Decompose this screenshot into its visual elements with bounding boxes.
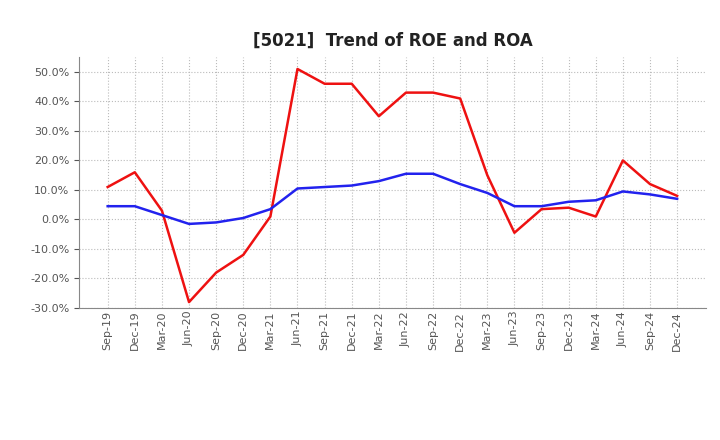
ROA [185, 221, 194, 227]
ROE [591, 214, 600, 219]
ROE [510, 230, 518, 235]
ROE [428, 90, 437, 95]
ROE [646, 181, 654, 187]
ROA [646, 192, 654, 197]
ROE [564, 205, 573, 210]
ROE [320, 81, 329, 86]
ROA [456, 181, 464, 187]
ROE [537, 206, 546, 212]
Line: ROE: ROE [108, 69, 677, 302]
ROA [158, 213, 166, 218]
ROA [537, 204, 546, 209]
ROE [618, 158, 627, 163]
ROA [266, 206, 275, 212]
ROE [293, 66, 302, 72]
ROA [212, 220, 220, 225]
ROA [320, 184, 329, 190]
ROA [104, 204, 112, 209]
ROE [104, 184, 112, 190]
ROA [374, 179, 383, 184]
ROA [672, 196, 681, 202]
ROE [239, 252, 248, 257]
ROE [212, 270, 220, 275]
Title: [5021]  Trend of ROE and ROA: [5021] Trend of ROE and ROA [253, 32, 532, 50]
ROE [456, 96, 464, 101]
Line: ROA: ROA [108, 174, 677, 224]
ROA [428, 171, 437, 176]
ROE [348, 81, 356, 86]
ROA [483, 190, 492, 195]
ROE [672, 193, 681, 198]
ROE [185, 300, 194, 305]
ROA [510, 204, 518, 209]
ROA [591, 198, 600, 203]
ROE [158, 208, 166, 213]
ROE [130, 170, 139, 175]
ROE [374, 114, 383, 119]
ROA [130, 204, 139, 209]
ROE [266, 214, 275, 219]
ROA [239, 215, 248, 220]
ROA [618, 189, 627, 194]
ROA [402, 171, 410, 176]
ROA [293, 186, 302, 191]
ROA [564, 199, 573, 205]
ROE [483, 172, 492, 178]
ROE [402, 90, 410, 95]
ROA [348, 183, 356, 188]
